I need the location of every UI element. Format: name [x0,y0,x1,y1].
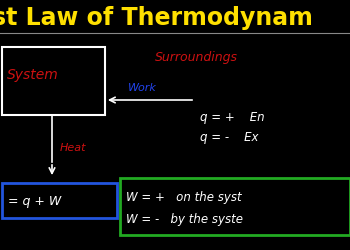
Text: W = +   on the syst: W = + on the syst [126,192,242,204]
Text: = q + W: = q + W [8,196,61,208]
Bar [120,178,350,235]
Bar [2,47,105,115]
Text: Work: Work [128,83,157,93]
Bar [2,183,117,218]
Text: q = +    En: q = + En [200,112,265,124]
Text: st Law of Thermodynam: st Law of Thermodynam [0,6,313,30]
Text: Surroundings: Surroundings [155,52,238,64]
Text: System: System [7,68,59,82]
Text: W = -   by the syste: W = - by the syste [126,214,243,226]
Text: Heat: Heat [60,143,86,153]
Text: q = -    Ex: q = - Ex [200,132,259,144]
